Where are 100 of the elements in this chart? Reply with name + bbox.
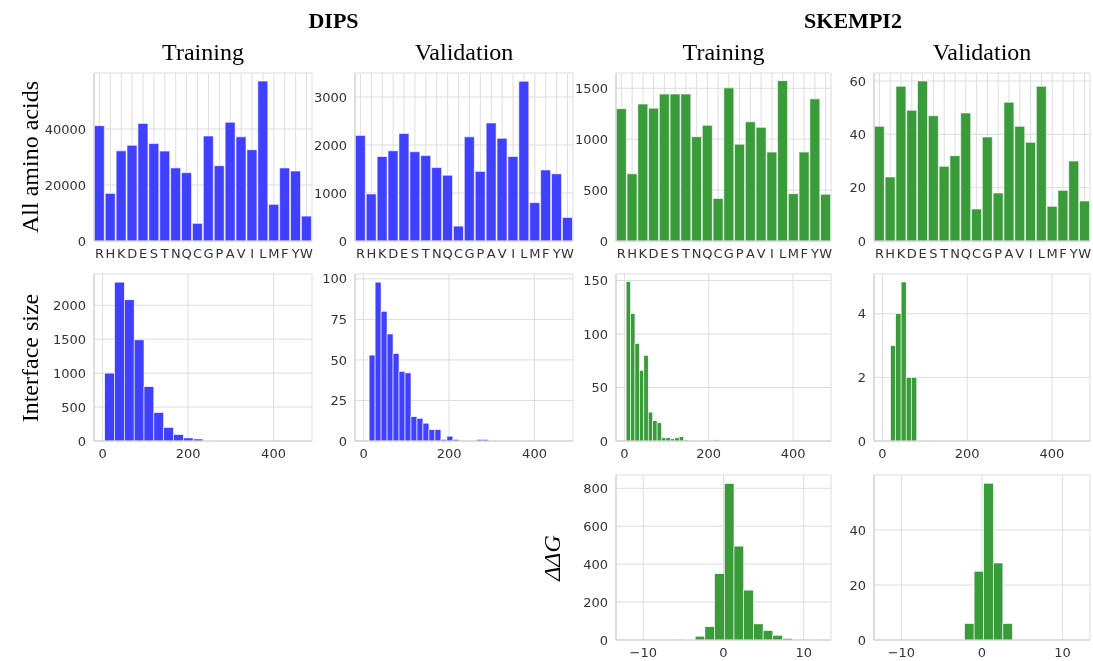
y-tick-label: 100 xyxy=(583,326,608,342)
x-tick-label: C xyxy=(454,246,464,262)
y-axis-title: All amino acids xyxy=(16,80,44,235)
x-tick-label: C xyxy=(713,246,723,262)
x-tick-label: P xyxy=(476,246,485,262)
y-tick-label: 0 xyxy=(77,433,86,449)
x-tick-label: Y xyxy=(809,246,819,262)
x-tick-label: E xyxy=(660,246,669,262)
x-tick-label: P xyxy=(735,246,744,262)
chart-title: Training xyxy=(681,39,766,66)
y-tick-label: 3000 xyxy=(313,89,347,105)
x-tick-label: L xyxy=(779,246,787,262)
x-tick-label: −10 xyxy=(887,645,916,661)
x-tick-label: F xyxy=(542,246,550,262)
x-tick-label: A xyxy=(1004,246,1014,262)
x-tick-label: T xyxy=(680,246,690,262)
x-tick-label: C xyxy=(972,246,982,262)
x-tick-label: T xyxy=(939,246,949,262)
x-tick-label: 200 xyxy=(954,446,980,462)
y-tick-label: 40000 xyxy=(44,121,86,137)
y-tick-label: 800 xyxy=(583,480,608,496)
x-tick-label: M xyxy=(268,246,280,262)
x-tick-label: 400 xyxy=(261,446,286,462)
x-tick-label: N xyxy=(691,246,702,262)
x-tick-label: V xyxy=(236,246,246,262)
x-tick-label: Q xyxy=(702,246,713,262)
x-tick-label: R xyxy=(616,246,626,262)
x-tick-label: A xyxy=(486,246,496,262)
x-tick-label: H xyxy=(885,246,896,262)
y-tick-label: 200 xyxy=(583,594,608,610)
y-tick-label: 500 xyxy=(583,182,608,198)
x-tick-label: 200 xyxy=(436,446,462,462)
x-tick-label: W xyxy=(300,246,314,262)
x-tick-label: M xyxy=(1046,246,1058,262)
x-tick-label: Q xyxy=(442,246,453,262)
x-tick-label: E xyxy=(138,246,148,262)
y-tick-label: 400 xyxy=(583,556,608,572)
x-tick-label: L xyxy=(520,246,529,262)
y-tick-label: 20 xyxy=(849,577,866,593)
x-tick-label: D xyxy=(648,246,659,262)
x-tick-label: Y xyxy=(1068,246,1078,262)
x-tick-label: H xyxy=(366,246,377,262)
x-tick-label: I xyxy=(250,246,254,262)
x-tick-label: 10 xyxy=(795,645,812,661)
y-tick-label: 2000 xyxy=(52,297,86,313)
y-tick-label: 0 xyxy=(77,233,86,249)
x-tick-label: M xyxy=(787,246,799,262)
x-tick-label: E xyxy=(918,246,927,262)
x-tick-label: R xyxy=(355,246,365,262)
y-tick-label: 0 xyxy=(599,632,608,648)
chart-title: Validation xyxy=(413,39,515,66)
y-tick-label: 1000 xyxy=(313,185,347,201)
x-tick-label: R xyxy=(874,246,884,262)
x-tick-label: 0 xyxy=(878,446,887,462)
x-tick-label: D xyxy=(127,246,138,262)
x-tick-label: 400 xyxy=(1039,446,1065,462)
x-tick-label: F xyxy=(1059,246,1067,262)
x-tick-label: 0 xyxy=(98,446,107,462)
x-tick-label: 10 xyxy=(1054,645,1071,661)
x-tick-label: 200 xyxy=(696,446,722,462)
x-tick-label: G xyxy=(982,246,993,262)
chart-title: Training xyxy=(161,39,245,66)
y-axis-title: ΔΔG xyxy=(539,534,565,581)
x-tick-label: K xyxy=(116,246,126,262)
y-tick-label: 2 xyxy=(857,370,866,385)
x-tick-label: 0 xyxy=(359,446,368,462)
x-tick-label: 0 xyxy=(719,645,728,661)
y-tick-label: 50 xyxy=(330,352,347,368)
y-tick-label: 1000 xyxy=(574,131,608,147)
y-tick-label: 0 xyxy=(857,233,866,249)
y-tick-label: 4 xyxy=(857,306,866,322)
y-tick-label: 600 xyxy=(583,518,608,534)
y-tick-label: 40 xyxy=(849,126,866,142)
x-tick-label: H xyxy=(105,246,116,262)
y-tick-label: 1500 xyxy=(574,80,608,96)
x-tick-label: W xyxy=(1078,246,1092,262)
x-tick-label: 400 xyxy=(780,446,806,462)
y-tick-label: 0 xyxy=(338,233,347,249)
x-tick-label: T xyxy=(159,246,169,262)
y-tick-label: 1000 xyxy=(52,365,86,381)
x-tick-label: D xyxy=(906,246,917,262)
x-tick-label: N xyxy=(431,246,442,262)
y-tick-label: 0 xyxy=(599,433,608,449)
y-tick-label: 20000 xyxy=(44,177,86,193)
x-tick-label: G xyxy=(723,246,734,262)
x-tick-label: N xyxy=(170,246,181,262)
y-tick-label: 150 xyxy=(583,273,608,289)
x-tick-label: Q xyxy=(960,246,971,262)
x-tick-label: P xyxy=(994,246,1003,262)
x-tick-label: W xyxy=(819,246,833,262)
x-tick-label: −10 xyxy=(629,645,657,661)
y-tick-label: 100 xyxy=(322,271,347,287)
x-tick-label: I xyxy=(511,246,515,262)
x-tick-label: K xyxy=(896,246,906,262)
x-tick-label: I xyxy=(769,246,774,262)
x-tick-label: G xyxy=(203,246,214,262)
x-tick-label: C xyxy=(193,246,203,262)
y-tick-label: 0 xyxy=(857,433,866,449)
x-tick-label: S xyxy=(410,246,420,262)
text: DIPS xyxy=(307,8,360,34)
